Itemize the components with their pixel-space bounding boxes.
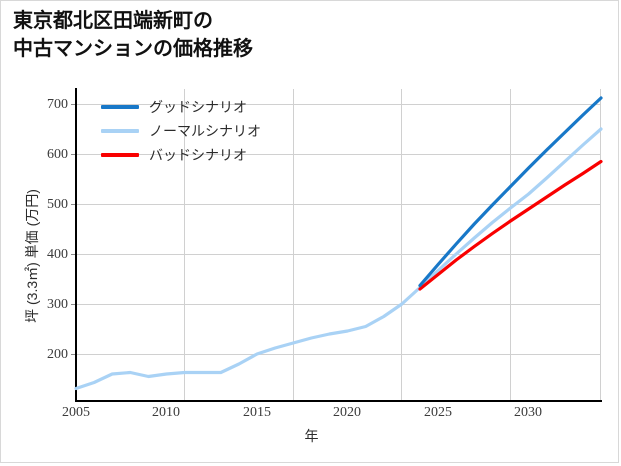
chart-title: 東京都北区田端新町の 中古マンションの価格推移 [13, 7, 593, 63]
legend-label-bad: バッドシナリオ [149, 147, 247, 163]
chart-title-line-1: 東京都北区田端新町の [13, 10, 213, 32]
y-tick-label: 700 [47, 97, 68, 112]
gridline-horizontal [76, 204, 601, 205]
y-axis-tick-labels: 700 600 500 400 300 200 [1, 1, 76, 466]
y-tick-label: 200 [47, 347, 68, 362]
gridline-vertical [184, 89, 185, 401]
y-axis-title: 坪 (3.3㎡) 単価 (万円) [23, 141, 41, 371]
y-tick-mark [71, 254, 77, 255]
y-tick-mark [71, 304, 77, 305]
y-tick-mark [71, 354, 77, 355]
x-tick-label: 2025 [424, 405, 452, 420]
series-line-バッドシナリオ [418, 159, 603, 291]
gridline-vertical [600, 89, 601, 401]
legend-label-normal: ノーマルシナリオ [149, 123, 261, 139]
y-tick-label: 500 [47, 197, 68, 212]
gridline-vertical [401, 89, 402, 401]
gridline-vertical [293, 89, 294, 401]
x-tick-label: 2030 [514, 405, 542, 420]
gridline-vertical [510, 89, 511, 401]
y-tick-mark [71, 154, 77, 155]
x-tick-label: 2005 [62, 405, 90, 420]
legend-item-good: グッドシナリオ [101, 95, 321, 119]
y-axis-title-text: 坪 (3.3㎡) 単価 (万円) [24, 189, 40, 323]
legend-label-good: グッドシナリオ [149, 99, 247, 115]
y-tick-mark [71, 104, 77, 105]
legend-swatch-good [101, 105, 139, 109]
x-axis-line [75, 400, 602, 402]
gridline-horizontal [76, 154, 601, 155]
x-tick-label: 2015 [243, 405, 271, 420]
gridline-horizontal [76, 104, 601, 105]
y-tick-label: 400 [47, 247, 68, 262]
x-tick-label: 2010 [152, 405, 180, 420]
legend: グッドシナリオ ノーマルシナリオ バッドシナリオ [101, 95, 321, 167]
series-line-グッドシナリオ [418, 96, 603, 288]
legend-item-bad: バッドシナリオ [101, 143, 321, 167]
y-tick-label: 300 [47, 297, 68, 312]
x-tick-label: 2020 [333, 405, 361, 420]
y-tick-mark [71, 204, 77, 205]
gridline-horizontal [76, 254, 601, 255]
gridline-horizontal [76, 304, 601, 305]
y-axis-line [75, 88, 77, 402]
chart-title-line-2: 中古マンションの価格推移 [13, 38, 253, 60]
legend-item-normal: ノーマルシナリオ [101, 119, 321, 143]
y-tick-label: 600 [47, 147, 68, 162]
legend-swatch-normal [101, 129, 139, 133]
gridline-horizontal [76, 354, 601, 355]
series-line-ノーマルシナリオ [74, 127, 603, 391]
legend-swatch-bad [101, 153, 139, 157]
plot-area [76, 89, 601, 401]
x-axis-title: 年 [304, 428, 319, 444]
